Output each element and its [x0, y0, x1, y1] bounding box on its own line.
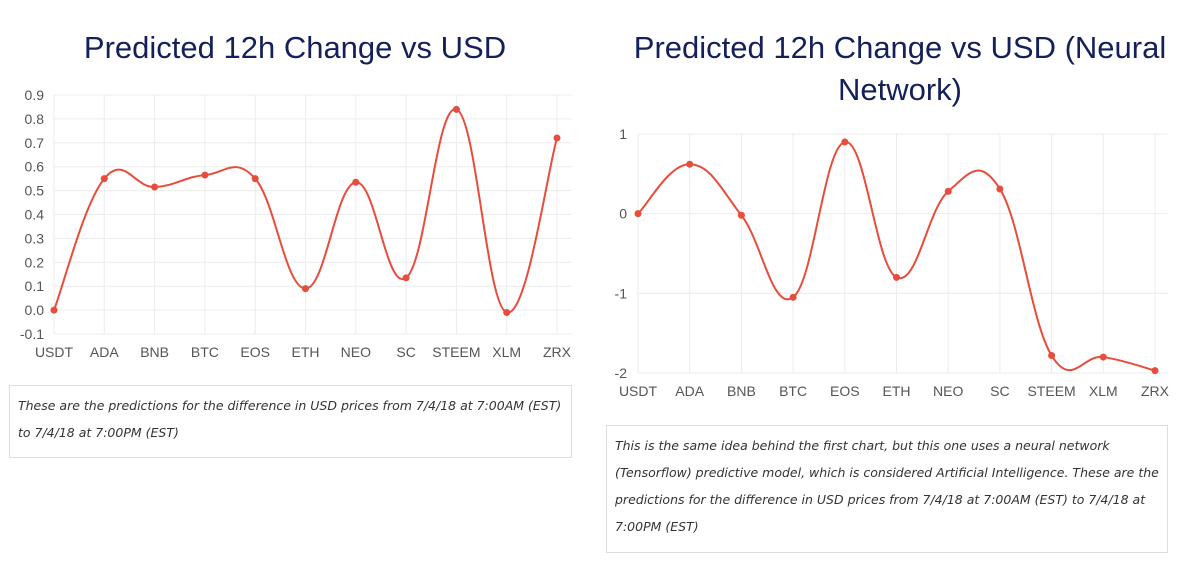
data-point [302, 285, 309, 293]
x-tick-label: USDT [619, 383, 658, 399]
x-tick-label: STEEM [1027, 383, 1075, 399]
data-point [402, 274, 410, 282]
data-point [996, 185, 1004, 193]
data-point [841, 138, 849, 146]
x-tick-label: BTC [191, 344, 219, 360]
x-tick-label: EOS [240, 344, 270, 360]
y-tick-label: 0 [619, 206, 627, 222]
grid-lines-1 [53, 94, 572, 335]
data-point [893, 273, 900, 281]
grid-lines-2 [637, 133, 1168, 374]
data-point [251, 175, 259, 183]
y-tick-label: -0.1 [20, 326, 44, 342]
data-point [634, 210, 642, 218]
y-tick-label: 0.3 [25, 230, 45, 246]
chart-title-1: Predicted 12h Change vs USD [83, 30, 507, 65]
data-point [1048, 351, 1056, 359]
data-point [737, 211, 745, 219]
y-tick-label: 1 [619, 126, 627, 142]
x-tick-label: USDT [35, 344, 74, 360]
y-tick-label: 0.7 [25, 135, 45, 151]
data-point [201, 171, 209, 179]
data-point [352, 178, 360, 186]
x-tick-label: SC [396, 344, 415, 360]
x-tick-label: ETH [292, 344, 320, 360]
x-tick-label: ADA [675, 383, 704, 399]
y-tick-label: 0.1 [25, 278, 45, 294]
x-tick-label: BNB [140, 344, 169, 360]
data-point [686, 160, 694, 168]
y-tick-label: 0.6 [25, 159, 45, 175]
series-line-1 [53, 108, 558, 314]
y-tick-label: 0.2 [25, 254, 45, 270]
x-tick-label: XLM [492, 344, 521, 360]
chart-caption-1: These are the predictions for the differ… [9, 385, 572, 458]
y-tick-label: -1 [615, 285, 628, 301]
y-tick-label: -2 [615, 365, 628, 381]
x-tick-label: ETH [883, 383, 911, 399]
y-tick-label: 0.5 [25, 183, 45, 199]
data-point [503, 308, 511, 316]
y-tick-label: 0.8 [25, 111, 45, 127]
x-tick-label: XLM [1089, 383, 1118, 399]
data-point [789, 293, 797, 301]
x-tick-label: BTC [779, 383, 807, 399]
data-point [100, 175, 108, 183]
data-point [1099, 353, 1107, 361]
x-tick-label: ADA [90, 344, 119, 360]
y-tick-label: 0.0 [25, 302, 45, 318]
line-chart-2: 1 0 -1 -2 USDT ADA BNB BTC EOS ETH NEO SC STEEM XLM ZR… [615, 126, 1170, 399]
data-point [1151, 367, 1159, 375]
x-tick-label: EOS [830, 383, 860, 399]
data-point [452, 105, 460, 113]
y-tick-label: 0.9 [25, 87, 45, 103]
data-point [50, 306, 58, 314]
x-tick-label: NEO [933, 383, 963, 399]
chart-caption-2: This is the same idea behind the first c… [606, 425, 1168, 553]
x-tick-label: BNB [727, 383, 756, 399]
x-tick-label: STEEM [432, 344, 480, 360]
x-tick-label: SC [990, 383, 1009, 399]
line-chart-1: 0.9 0.8 0.7 0.6 0.5 0.4 0.3 0.2 0.1 0.0 -0.1 USDT AD… [20, 87, 572, 360]
x-tick-label: ZRX [543, 344, 572, 360]
data-point [944, 187, 952, 195]
data-point [553, 134, 561, 142]
x-tick-label: NEO [341, 344, 371, 360]
chart-title-2: Predicted 12h Change vs USD (Neural Netw… [633, 30, 1167, 107]
x-tick-label: ZRX [1141, 383, 1170, 399]
data-point [151, 183, 159, 191]
y-tick-label: 0.4 [25, 207, 45, 223]
